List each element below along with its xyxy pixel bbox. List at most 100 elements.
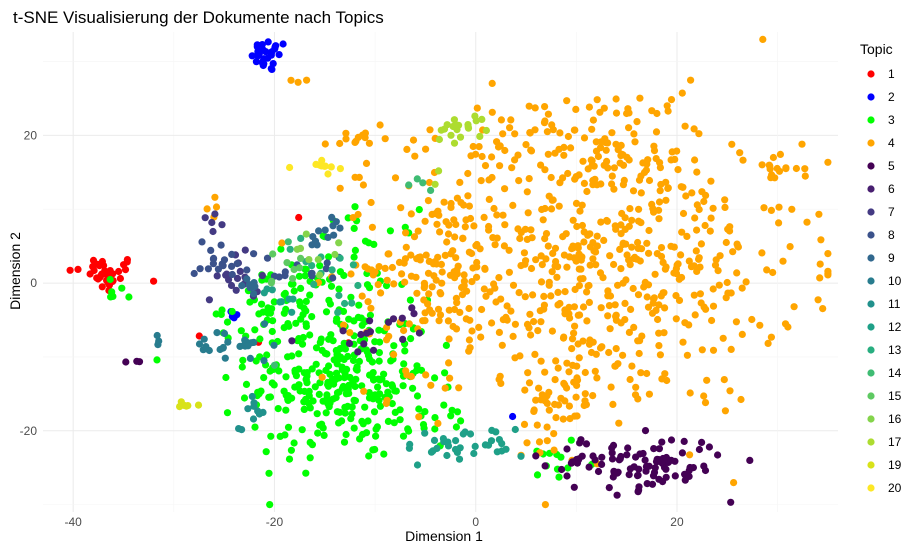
data-point bbox=[656, 351, 665, 359]
data-point bbox=[66, 266, 74, 274]
data-point bbox=[431, 414, 439, 422]
data-point bbox=[816, 260, 824, 268]
data-point bbox=[554, 364, 562, 372]
data-point bbox=[399, 382, 407, 390]
data-point bbox=[456, 444, 464, 452]
data-point bbox=[244, 342, 252, 350]
data-point bbox=[74, 265, 82, 273]
data-point bbox=[408, 304, 416, 312]
data-point bbox=[531, 350, 539, 358]
data-point bbox=[391, 387, 399, 395]
data-point bbox=[451, 233, 459, 241]
data-point bbox=[664, 184, 672, 192]
data-point bbox=[687, 76, 695, 84]
data-point bbox=[583, 288, 591, 296]
data-point bbox=[558, 465, 566, 474]
data-point bbox=[421, 408, 429, 416]
data-point bbox=[729, 248, 737, 256]
data-point bbox=[574, 311, 582, 319]
data-point bbox=[200, 335, 208, 343]
data-point bbox=[578, 201, 586, 209]
data-point bbox=[517, 262, 525, 270]
data-point bbox=[470, 222, 478, 230]
data-point bbox=[541, 235, 549, 243]
data-point bbox=[792, 164, 801, 173]
data-point bbox=[485, 176, 493, 184]
data-point bbox=[449, 322, 457, 331]
data-point bbox=[609, 400, 617, 408]
data-point bbox=[238, 426, 246, 434]
data-point bbox=[401, 223, 409, 231]
data-point bbox=[339, 327, 347, 335]
data-point bbox=[465, 248, 473, 256]
legend-item-16: 16 bbox=[867, 412, 902, 426]
data-point bbox=[457, 199, 465, 207]
data-point bbox=[618, 209, 626, 218]
data-point bbox=[447, 412, 455, 420]
data-point bbox=[544, 242, 552, 250]
data-point bbox=[657, 292, 665, 300]
legend-label: 11 bbox=[888, 297, 901, 311]
data-point bbox=[246, 298, 254, 306]
data-point bbox=[219, 343, 227, 352]
data-point bbox=[610, 260, 618, 269]
data-point bbox=[526, 310, 534, 318]
data-point bbox=[683, 232, 691, 240]
data-point bbox=[217, 241, 225, 249]
legend-swatch bbox=[867, 300, 875, 308]
legend-item-10: 10 bbox=[867, 274, 902, 288]
data-point bbox=[467, 152, 475, 160]
data-point bbox=[532, 256, 540, 264]
data-point bbox=[681, 122, 689, 130]
data-point bbox=[721, 407, 730, 415]
data-point bbox=[383, 276, 391, 284]
y-tick-label: -20 bbox=[20, 424, 38, 438]
data-point bbox=[218, 306, 226, 314]
data-point bbox=[449, 247, 457, 255]
data-point bbox=[477, 177, 485, 185]
data-point bbox=[803, 218, 811, 226]
data-point bbox=[582, 440, 591, 448]
data-point bbox=[227, 281, 236, 290]
data-point bbox=[413, 366, 421, 375]
data-point bbox=[779, 257, 787, 265]
data-point bbox=[814, 296, 822, 304]
data-point bbox=[511, 320, 519, 328]
data-point bbox=[438, 279, 446, 287]
data-point bbox=[361, 134, 369, 142]
data-point bbox=[350, 224, 358, 232]
data-point bbox=[563, 263, 571, 271]
data-point bbox=[256, 335, 264, 343]
data-point bbox=[636, 337, 644, 345]
data-point bbox=[482, 126, 490, 135]
data-point bbox=[481, 162, 490, 170]
data-point bbox=[345, 339, 354, 348]
legend-label: 1 bbox=[888, 67, 895, 81]
data-point bbox=[297, 284, 305, 292]
data-point bbox=[252, 357, 260, 365]
data-point bbox=[425, 178, 433, 187]
data-point bbox=[700, 462, 708, 470]
data-point bbox=[251, 423, 259, 431]
data-point bbox=[700, 392, 708, 400]
data-point bbox=[756, 321, 764, 329]
data-point bbox=[361, 403, 369, 411]
data-point bbox=[305, 387, 313, 395]
data-point bbox=[195, 340, 204, 348]
data-point bbox=[233, 274, 242, 282]
data-point bbox=[98, 283, 106, 291]
data-point bbox=[559, 415, 567, 423]
data-point bbox=[453, 270, 461, 278]
data-point bbox=[686, 451, 694, 459]
data-point bbox=[212, 310, 220, 318]
data-point bbox=[286, 163, 294, 172]
data-point bbox=[290, 265, 298, 274]
data-point bbox=[482, 292, 490, 300]
legend-label: 9 bbox=[888, 251, 895, 265]
data-point bbox=[517, 452, 525, 460]
data-point bbox=[739, 156, 747, 164]
data-point bbox=[133, 357, 141, 365]
data-point bbox=[430, 436, 439, 444]
data-point bbox=[507, 307, 515, 315]
data-point bbox=[228, 270, 236, 279]
